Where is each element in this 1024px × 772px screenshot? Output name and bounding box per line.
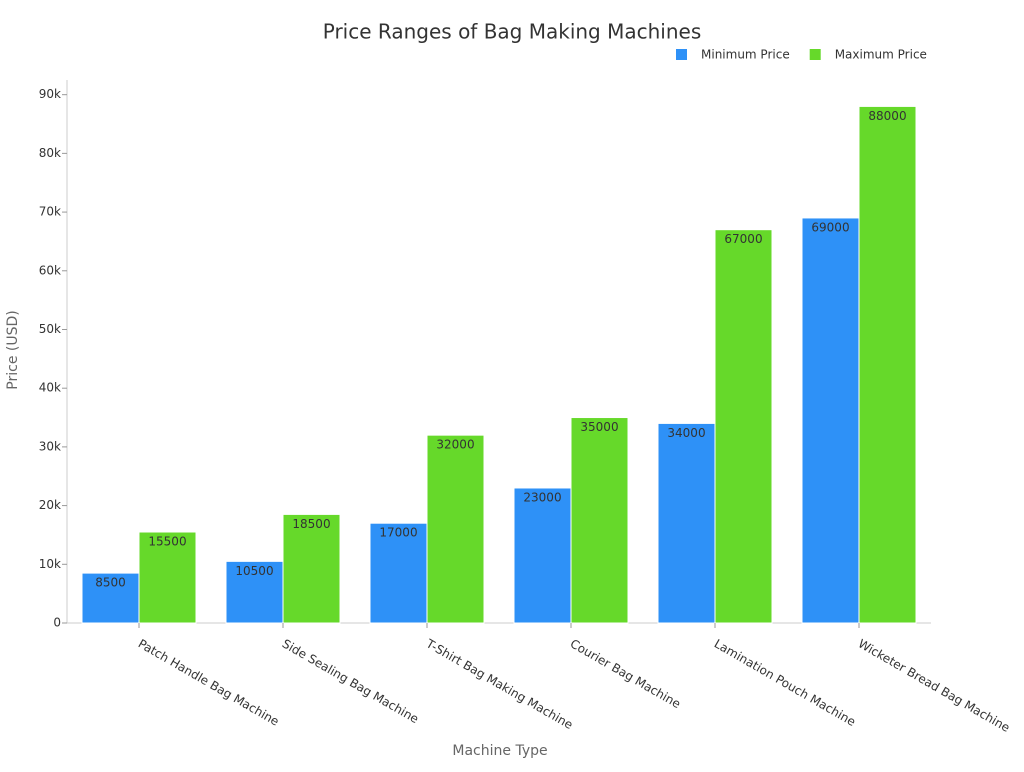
y-axis-title: Price (USD) [5,310,21,389]
legend-swatch [809,49,821,60]
data-label: 34000 [667,426,705,440]
data-label: 8500 [95,576,126,590]
y-tick-label: 20k [39,498,61,512]
x-tick-label: Courier Bag Machine [568,637,683,712]
chart-title: Price Ranges of Bag Making Machines [323,20,702,44]
bar [714,229,773,624]
y-tick-label: 50k [39,322,61,336]
bar [225,560,284,624]
bar [138,531,197,624]
y-tick-label: 90k [39,87,61,101]
x-tick-label: Lamination Pouch Machine [712,637,858,730]
bar [513,487,572,624]
y-tick-label: 70k [39,205,61,219]
x-tick-label: Wicketer Bread Bag Machine [856,637,1012,735]
legend-label: Maximum Price [835,48,927,62]
bar [369,522,428,624]
y-tick-label: 60k [39,263,61,277]
bar [426,434,485,624]
data-label: 23000 [523,490,561,504]
data-label: 10500 [235,564,273,578]
x-tick-label: Side Sealing Bag Machine [280,637,421,727]
data-label: 35000 [580,420,618,434]
data-label: 32000 [436,438,474,452]
bar [858,105,917,624]
x-axis-title: Machine Type [452,743,547,759]
y-tick-label: 10k [39,557,61,571]
x-tick-label: T-Shirt Bag Making Machine [423,636,575,732]
y-tick-label: 80k [39,146,61,160]
data-label: 15500 [148,535,186,549]
data-label: 69000 [811,220,849,234]
bar [282,513,341,624]
bar [81,572,140,624]
data-label: 17000 [379,526,417,540]
bar [570,417,629,624]
legend-label: Minimum Price [701,48,790,62]
legend-swatch [676,49,687,60]
y-tick-label: 40k [39,381,61,395]
data-label: 67000 [724,232,762,246]
bar [657,422,716,624]
y-tick-label: 30k [39,439,61,453]
data-label: 18500 [292,517,330,531]
x-tick-label: Patch Handle Bag Machine [136,637,282,729]
y-tick-label: 0 [53,616,61,630]
data-label: 88000 [868,109,906,123]
bar [801,217,860,624]
